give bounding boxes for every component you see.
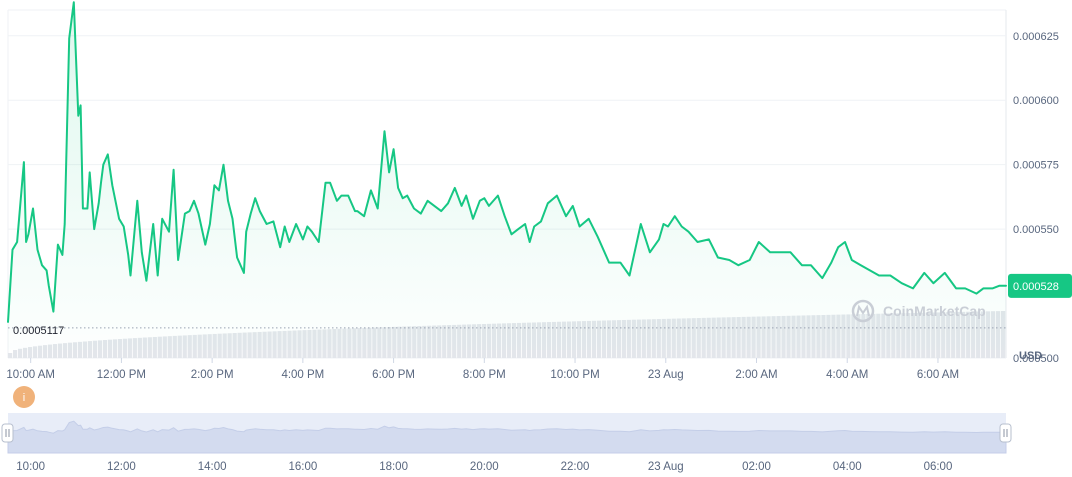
currency-label: USD — [1019, 350, 1042, 362]
volume-bar — [42, 345, 48, 358]
volume-bar — [47, 344, 53, 358]
volume-bar — [12, 350, 18, 358]
x-tick-label: 6:00 PM — [372, 369, 415, 381]
y-axis: 0.000625 0.000600 0.000575 0.000550 0.000500 — [1013, 31, 1059, 365]
info-badge[interactable]: i — [13, 386, 35, 408]
x-tick-label: 2:00 AM — [735, 369, 777, 381]
y-tick-label: 0.000550 — [1013, 224, 1059, 236]
volume-bar — [52, 344, 58, 358]
navigator-tick-label: 16:00 — [288, 461, 317, 473]
range-navigator[interactable] — [1, 413, 1012, 454]
navigator-tick-label: 02:00 — [742, 461, 771, 473]
volume-bar — [67, 342, 73, 358]
navigator-tick-label: 10:00 — [16, 461, 45, 473]
navigator-tick-label: 14:00 — [198, 461, 227, 473]
coinmarketcap-logo-mark — [856, 304, 870, 317]
navigator-tick-label: 04:00 — [833, 461, 862, 473]
info-icon[interactable] — [13, 386, 35, 408]
volume-bar — [57, 343, 63, 358]
current-price-label: 0.000528 — [1013, 281, 1059, 293]
volume-bar — [17, 348, 23, 358]
watermark: CoinMarketCap — [851, 299, 986, 323]
price-line — [7, 1, 1007, 323]
x-axis: 10:00 AM 12:00 PM 2:00 PM 4:00 PM 6:00 PM 8:0… — [6, 358, 959, 381]
volume-bar — [77, 341, 83, 358]
volume-bar — [22, 347, 28, 358]
x-tick-label: 4:00 PM — [281, 369, 324, 381]
y-tick-label: 0.000625 — [1013, 31, 1059, 43]
navigator-tick-label: 20:00 — [470, 461, 499, 473]
info-icon-letter: i — [23, 392, 25, 404]
navigator-handle-right[interactable] — [999, 423, 1012, 443]
volume-bar — [27, 347, 33, 358]
x-tick-label: 6:00 AM — [917, 369, 959, 381]
coinmarketcap-logo-icon — [851, 299, 875, 323]
x-tick-label: 2:00 PM — [191, 369, 234, 381]
navigator-tick-label: 18:00 — [379, 461, 408, 473]
volume-bar — [8, 353, 13, 358]
x-tick-label: 23 Aug — [648, 369, 684, 381]
navigator-tick-label: 12:00 — [107, 461, 136, 473]
navigator-tick-label: 22:00 — [561, 461, 590, 473]
current-price-tag: 0.000528 — [1008, 273, 1072, 298]
x-tick-label: 12:00 PM — [97, 369, 146, 381]
y-tick-label: 0.000500 — [1013, 353, 1059, 365]
navigator-series — [7, 420, 1007, 454]
volume-bar — [32, 346, 38, 358]
x-tick-label: 8:00 PM — [463, 369, 506, 381]
navigator-tick-label: 06:00 — [924, 461, 953, 473]
y-tick-label: 0.000575 — [1013, 160, 1059, 172]
price-area-fill — [8, 2, 1006, 350]
x-tick-label: 10:00 AM — [6, 369, 55, 381]
volume-bar — [62, 343, 68, 358]
volume-bar — [72, 342, 78, 358]
navigator-axis: 10:00 12:00 14:00 16:00 18:00 20:00 22:00 23 Au… — [16, 461, 952, 473]
x-tick-label: 10:00 PM — [550, 369, 599, 381]
navigator-tick-label: 23 Aug — [648, 461, 684, 473]
min-price-label: 0.0005117 — [13, 325, 64, 337]
current-price-box — [1008, 273, 1072, 298]
volume-bar — [37, 345, 43, 358]
navigator-handle-left[interactable] — [1, 423, 14, 443]
y-tick-label: 0.000600 — [1013, 95, 1059, 107]
x-tick-label: 4:00 AM — [826, 369, 868, 381]
watermark-text: CoinMarketCap — [883, 303, 986, 319]
